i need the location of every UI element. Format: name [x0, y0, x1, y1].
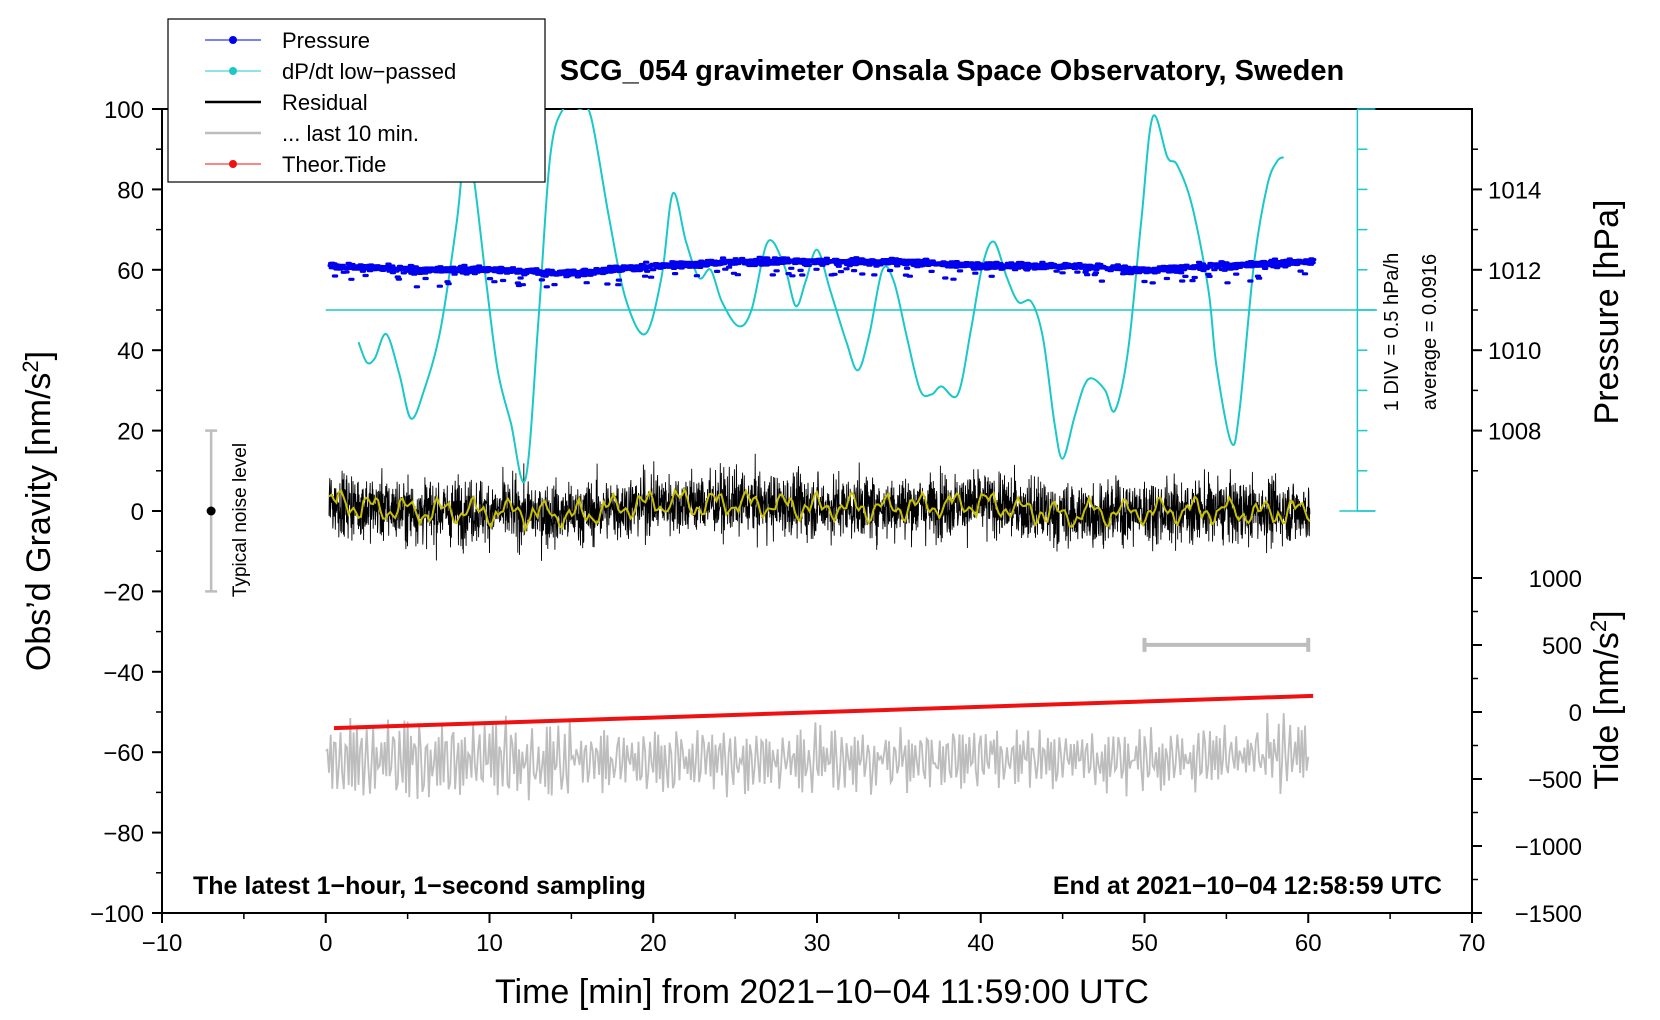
noise-level-label: Typical noise level	[230, 443, 251, 597]
y-tick-label: 80	[117, 177, 144, 204]
x-tick-label: 10	[476, 930, 503, 957]
dpdt-scale-label: 1 DIV = 0.5 hPa/h	[1381, 253, 1403, 411]
y-tick-label: −80	[103, 821, 144, 848]
tide-tick-label: 1000	[1529, 566, 1582, 593]
legend-entry-tide: Theor.Tide	[205, 152, 386, 177]
series-dpdt-line	[357, 109, 1285, 483]
y-tick-label: −20	[103, 579, 144, 606]
x-tick-label: 70	[1459, 930, 1486, 957]
tide-tick-label: −500	[1528, 767, 1582, 794]
x-tick-label: 60	[1295, 930, 1322, 957]
tide-tick-label: −1500	[1515, 901, 1582, 928]
footer-left-label: The latest 1−hour, 1−second sampling	[193, 872, 646, 900]
x-tick-label: −10	[142, 930, 183, 957]
series-tide-line	[333, 693, 1314, 731]
y-tick-label: 40	[117, 338, 144, 365]
chart-title: SCG_054 gravimeter Onsala Space Observat…	[560, 55, 1344, 87]
legend-marker-pressure	[229, 36, 237, 44]
legend-label-dpdt: dP/dt low−passed	[282, 59, 456, 84]
legend: Pressure dP/dt low−passed Residual ... l…	[167, 18, 546, 183]
footer-right-label: End at 2021−10−04 12:58:59 UTC	[1053, 872, 1442, 900]
tide-tick-label: 500	[1542, 633, 1582, 660]
y-tick-label: 60	[117, 258, 144, 285]
pressure-tick-label: 1008	[1488, 419, 1541, 446]
legend-entry-residual: Residual	[205, 90, 368, 115]
series-pressure-line	[327, 255, 1317, 289]
x-tick-label: 30	[804, 930, 831, 957]
series-residual-line	[328, 453, 1311, 561]
legend-label-pressure: Pressure	[282, 28, 370, 53]
y-tick-label: 20	[117, 419, 144, 446]
x-tick-label: 20	[640, 930, 667, 957]
legend-label-tide: Theor.Tide	[282, 152, 386, 177]
legend-marker-dpdt	[229, 67, 237, 75]
y-tick-label: −100	[90, 901, 144, 928]
tide-tick-label: 0	[1569, 700, 1582, 727]
legend-entry-last10: ... last 10 min.	[205, 121, 419, 146]
dpdt-average-label: average = 0.0916	[1419, 254, 1441, 410]
y-tick-label: −60	[103, 740, 144, 767]
x-tick-label: 40	[967, 930, 994, 957]
legend-entry-pressure: Pressure	[205, 28, 370, 53]
y-tick-label: 100	[104, 97, 144, 124]
x-tick-label: 0	[319, 930, 332, 957]
x-tick-label: 50	[1131, 930, 1158, 957]
legend-box	[167, 18, 546, 183]
x-axis-label: Time [min] from 2021−10−04 11:59:00 UTC	[495, 973, 1149, 1011]
legend-label-last10: ... last 10 min.	[282, 121, 419, 146]
noise-bar-center	[206, 506, 216, 516]
y-tick-label: −40	[103, 660, 144, 687]
tide-tick-label: −1000	[1515, 834, 1582, 861]
y-axis-label: Obs’d Gravity [nm/s2]	[18, 351, 59, 671]
series-last10-line	[325, 712, 1310, 801]
pressure-tick-label: 1014	[1488, 177, 1541, 204]
pressure-axis-label: Pressure [hPa]	[1588, 200, 1626, 425]
legend-label-residual: Residual	[282, 90, 368, 115]
series-residual-smooth-line	[328, 487, 1311, 534]
pressure-tick-label: 1010	[1488, 338, 1541, 365]
series-pressure-dots	[327, 255, 1317, 289]
y-tick-label: 0	[131, 499, 144, 526]
legend-entry-dpdt: dP/dt low−passed	[205, 59, 456, 84]
pressure-tick-label: 1012	[1488, 258, 1541, 285]
legend-marker-tide	[229, 160, 237, 168]
tide-axis-label: Tide [nm/s2]	[1586, 610, 1627, 789]
